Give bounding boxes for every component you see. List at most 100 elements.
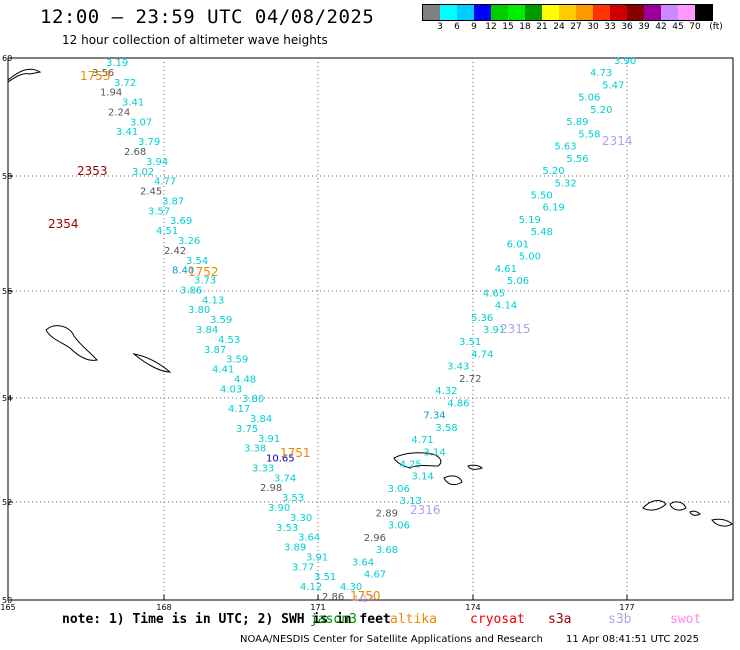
legend-label: 15	[502, 22, 514, 32]
swh-value-label: 3.72	[114, 78, 136, 89]
color-legend: 3 6 9 12 15 18 21 24 27 30 33 36 39 42 45 70 (ft)	[422, 4, 723, 33]
swh-value-label: 3.84	[250, 414, 272, 425]
legend-swatch	[474, 5, 491, 20]
swh-value-label: 3.14	[423, 447, 445, 458]
swh-value-label: 4.51	[156, 226, 178, 237]
legend-swatch	[491, 5, 508, 20]
coastline	[642, 500, 667, 511]
swh-value-label: 8.40	[172, 266, 194, 277]
lon-tick-label: 171	[310, 603, 325, 612]
swh-value-label: 4.41	[212, 365, 234, 376]
swh-value-label: 6.01	[507, 239, 529, 250]
swh-value-label: 5.19	[519, 215, 541, 226]
swh-value-label: 3.59	[210, 315, 232, 326]
coastline	[7, 68, 42, 83]
swh-value-label: 3.64	[352, 557, 374, 568]
swh-value-label: 3.94	[146, 157, 168, 168]
legend-label: 45	[672, 22, 684, 32]
swh-value-label: 3.74	[274, 473, 296, 484]
swh-value-label: 2.24	[108, 107, 130, 118]
swh-value-label: 4.25	[400, 460, 422, 471]
satellite-name: swot	[670, 612, 702, 627]
satellite-name: jason3	[310, 612, 357, 627]
swh-value-label: 3.73	[194, 276, 216, 287]
lat-tick-label: 50	[2, 596, 12, 605]
swh-value-label: 4.73	[590, 68, 612, 79]
legend-swatch	[678, 5, 695, 20]
swh-value-label: 3.33	[252, 463, 274, 474]
swh-value-label: 4.53	[218, 335, 240, 346]
swh-value-label: 3.02	[132, 167, 154, 178]
swh-value-label: 5.56	[566, 154, 588, 165]
legend-swatch	[559, 5, 576, 20]
coastline	[669, 501, 687, 511]
legend-swatch	[508, 5, 525, 20]
swh-value-label: 3.57	[148, 206, 170, 217]
swh-value-label: 5.00	[519, 252, 541, 263]
legend-swatch	[695, 5, 712, 20]
swh-value-label: 4.77	[154, 177, 176, 188]
swh-value-label: 3.64	[298, 533, 320, 544]
swh-value-label: 3.06	[388, 484, 410, 495]
legend-swatch	[593, 5, 610, 20]
coastline	[689, 510, 701, 516]
swh-value-label: 3.91	[483, 325, 505, 336]
pass-id-label: 2316	[410, 503, 441, 517]
swh-value-label: 3.80	[242, 394, 264, 405]
swh-value-label: 1.94	[100, 88, 122, 99]
swh-value-label: 2.98	[260, 483, 282, 494]
swh-value-label: 2.86	[322, 592, 344, 603]
legend-label: 18	[519, 22, 531, 32]
swh-value-label: 5.20	[590, 105, 612, 116]
swh-value-label: 3.87	[204, 345, 226, 356]
pass-id-label: 2353	[77, 164, 108, 178]
legend-label: 33	[604, 22, 616, 32]
legend-swatch	[610, 5, 627, 20]
swh-value-label: 2.89	[376, 508, 398, 519]
swh-value-label: 3.90	[268, 503, 290, 514]
swh-value-label: 5.58	[578, 129, 600, 140]
swh-value-label: 4.13	[202, 295, 224, 306]
legend-swatch	[576, 5, 593, 20]
swh-value-label: 4.86	[447, 398, 469, 409]
swh-value-label: 3.19	[106, 58, 128, 69]
legend-swatch	[457, 5, 474, 20]
pass-id-label: 2354	[48, 217, 79, 231]
swh-value-label: 3.79	[138, 137, 160, 148]
swh-value-label: 2.42	[164, 246, 186, 257]
swh-value-label: 3.07	[130, 117, 152, 128]
lat-tick-label: 52	[2, 498, 12, 507]
satellite-name: altika	[390, 612, 437, 627]
swh-value-label: 4.17	[228, 404, 250, 415]
swh-value-label: 3.77	[292, 562, 314, 573]
legend-swatch	[661, 5, 678, 20]
swh-value-label: 5.06	[507, 276, 529, 287]
swh-value-label: 5.50	[531, 191, 553, 202]
swh-value-label: 4.30	[340, 582, 362, 593]
satellite-name: cryosat	[470, 612, 525, 627]
swh-value-label: 3.91	[306, 552, 328, 563]
swh-value-label: 3.59	[226, 355, 248, 366]
lon-tick-label: 165	[0, 603, 15, 612]
swh-value-label: 4.61	[495, 264, 517, 275]
satellite-name: s3a	[548, 612, 572, 627]
swh-value-label: 5.06	[578, 93, 600, 104]
swh-value-label: 3.51	[314, 572, 336, 583]
legend-label: 21	[536, 22, 548, 32]
swh-value-label: 3.87	[162, 196, 184, 207]
swh-value-label: 3.41	[122, 98, 144, 109]
pass-id-label: 1752	[188, 265, 219, 279]
swh-value-label: 3.53	[282, 493, 304, 504]
swh-value-label: 4.74	[471, 349, 493, 360]
map-frame	[7, 57, 734, 601]
pass-id-label: 2314	[602, 134, 633, 148]
swh-value-label: 3.13	[400, 496, 422, 507]
swh-value-label: 3.80	[188, 305, 210, 316]
legend-label: 36	[621, 22, 633, 32]
swh-value-label: 4.03	[220, 384, 242, 395]
swh-value-label: 3.30	[290, 513, 312, 524]
legend-label: 24	[553, 22, 565, 32]
map-title: 12:00 – 23:59 UTC 04/08/2025	[40, 6, 375, 28]
swh-value-label: 3.69	[170, 216, 192, 227]
